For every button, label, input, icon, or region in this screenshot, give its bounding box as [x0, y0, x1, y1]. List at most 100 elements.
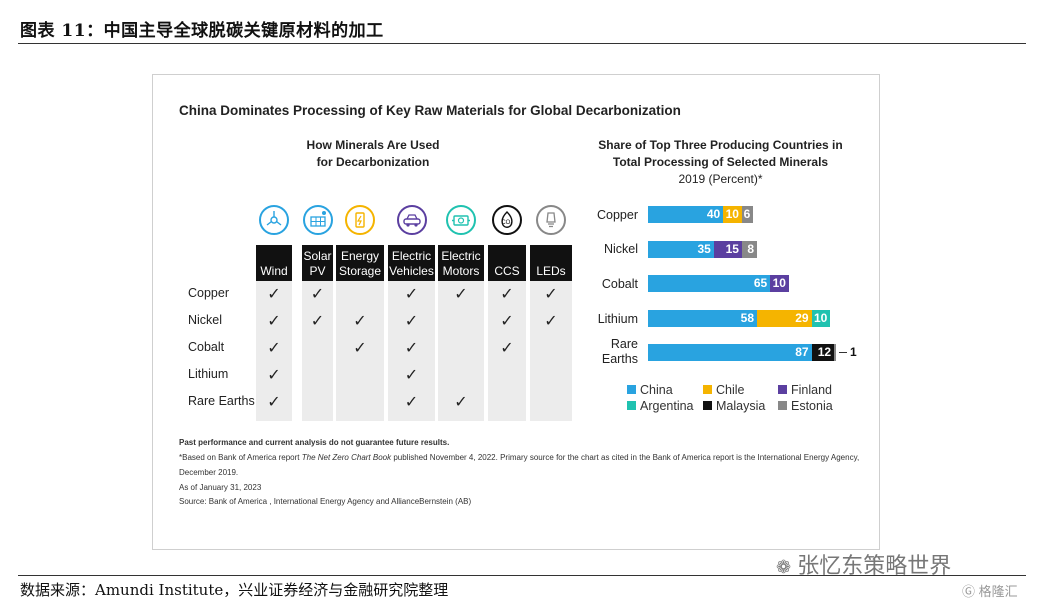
legend-swatch	[778, 401, 787, 410]
footnote-line-1: *Based on Bank of America report The Net…	[179, 452, 859, 464]
row-label-3: Lithium	[188, 367, 229, 381]
wind-icon	[259, 205, 289, 235]
column-header-label: Solar PV	[303, 249, 332, 278]
bar-segment-estonia	[834, 344, 836, 361]
bar-segment-chile: 29	[757, 310, 812, 327]
bar-segment-chile: 10	[723, 206, 742, 223]
figure-title: 图表 11：中国主导全球脱碳关键原材料的加工	[20, 21, 384, 41]
check-mark: ✓	[267, 340, 281, 357]
check-mark: ✓	[544, 286, 558, 303]
legend-label: Finland	[791, 383, 832, 397]
bar-category-label: Lithium	[597, 312, 638, 326]
column-header: Solar PV	[302, 245, 333, 281]
check-mark: ✓	[267, 367, 281, 384]
bar-category-label: Cobalt	[601, 277, 638, 291]
legend-swatch	[627, 401, 636, 410]
legend-item-estonia: Estonia	[778, 399, 833, 413]
column-bg-5	[488, 281, 526, 421]
legend-swatch	[778, 385, 787, 394]
left-title: How Minerals Are Used for Decarbonizatio…	[273, 137, 473, 171]
bar-segment-china: 35	[648, 241, 714, 258]
ccs-icon-glyph: CO₂	[501, 211, 513, 228]
column-bg-2	[336, 281, 384, 421]
column-header-label: Wind	[260, 264, 288, 278]
column-bg-4	[438, 281, 484, 421]
legend-label: Argentina	[640, 399, 694, 413]
leader-line	[839, 352, 847, 353]
column-bg-1	[302, 281, 333, 421]
row-label-0: Copper	[188, 286, 229, 300]
footnote-text-a: *Based on Bank of America report	[179, 453, 302, 462]
check-mark: ✓	[454, 286, 468, 303]
bar-segment-finland: 10	[770, 275, 789, 292]
legend-item-china: China	[627, 383, 673, 397]
check-mark: ✓	[404, 286, 419, 303]
check-mark: ✓	[310, 286, 325, 303]
right-title-line-2: Total Processing of Selected Minerals	[612, 155, 829, 169]
right-title-line-3: 2019 (Percent)*	[678, 172, 763, 186]
column-header: LEDs	[530, 245, 572, 281]
column-bg-6	[530, 281, 572, 421]
check-mark: ✓	[267, 286, 281, 303]
bar-category-label: Nickel	[603, 242, 638, 256]
footnote-text-c: published November 4, 2022. Primary sour…	[391, 453, 860, 462]
right-title: Share of Top Three Producing Countries i…	[583, 137, 858, 188]
bar-segment-china: 65	[648, 275, 771, 292]
bar-segment-china: 40	[648, 206, 724, 223]
logo-icon: Ⓖ	[962, 584, 976, 599]
electric-vehicles-icon	[396, 205, 427, 235]
check-mark: ✓	[544, 313, 558, 330]
column-header-label: Electric Vehicles	[389, 249, 434, 278]
bar-segment-china: 87	[648, 344, 812, 361]
legend-item-argentina: Argentina	[627, 399, 694, 413]
solar-pv-icon-glyph	[309, 211, 326, 227]
bar-segment-finland: 15	[713, 241, 742, 258]
row-label-2: Cobalt	[188, 340, 225, 354]
legend-swatch	[627, 385, 636, 394]
electric-motors-icon-glyph	[452, 215, 470, 226]
watermark: ❁ 张忆东策略世界	[776, 548, 951, 580]
watermark-small-text: 格隆汇	[978, 584, 1018, 599]
disclaimer-note: Past performance and current analysis do…	[179, 438, 450, 447]
column-header-label: Energy Storage	[338, 249, 382, 278]
check-mark: ✓	[310, 313, 325, 330]
column-header: Electric Vehicles	[388, 245, 435, 281]
watermark-small: Ⓖ 格隆汇	[962, 581, 1018, 600]
electric-motors-icon	[446, 205, 476, 235]
check-mark: ✓	[353, 340, 367, 357]
legend-item-finland: Finland	[778, 383, 832, 397]
left-title-line-2: for Decarbonization	[316, 155, 430, 169]
check-mark: ✓	[404, 313, 419, 330]
as-of-note: As of January 31, 2023	[179, 483, 262, 492]
check-mark: ✓	[500, 286, 514, 303]
legend-item-malaysia: Malaysia	[703, 399, 765, 413]
left-title-line-1: How Minerals Are Used	[306, 138, 440, 152]
check-mark: ✓	[454, 394, 468, 411]
source-note: Source: Bank of America , International …	[179, 497, 472, 506]
column-header: CCS	[488, 245, 526, 281]
column-header: Energy Storage	[336, 245, 384, 281]
bar-category-label: Rare	[610, 337, 638, 351]
legend-item-chile: Chile	[703, 383, 745, 397]
bar-segment-argentina: 10	[811, 310, 831, 327]
wind-icon-glyph	[266, 211, 282, 226]
energy-storage-icon-glyph	[355, 212, 365, 228]
check-mark: ✓	[500, 340, 514, 357]
check-mark: ✓	[500, 313, 514, 330]
energy-storage-icon	[345, 205, 375, 235]
top-rule	[18, 43, 1026, 44]
legend-label: Malaysia	[716, 399, 766, 413]
electric-vehicles-icon-glyph	[402, 214, 421, 227]
column-bg-0	[256, 281, 292, 421]
panel-title: China Dominates Processing of Key Raw Ma…	[179, 103, 681, 118]
wechat-icon: ❁	[776, 557, 792, 577]
column-header-label: CCS	[494, 264, 520, 278]
leds-icon-glyph	[546, 212, 556, 228]
row-label-4: Rare Earths	[188, 394, 255, 408]
svg-text:CO₂: CO₂	[501, 220, 513, 226]
legend-label: Estonia	[791, 399, 833, 413]
ccs-icon: CO₂	[492, 205, 522, 235]
bar-segment-estonia: 6	[742, 206, 754, 223]
check-mark: ✓	[404, 340, 419, 357]
column-header-label: LEDs	[536, 264, 566, 278]
